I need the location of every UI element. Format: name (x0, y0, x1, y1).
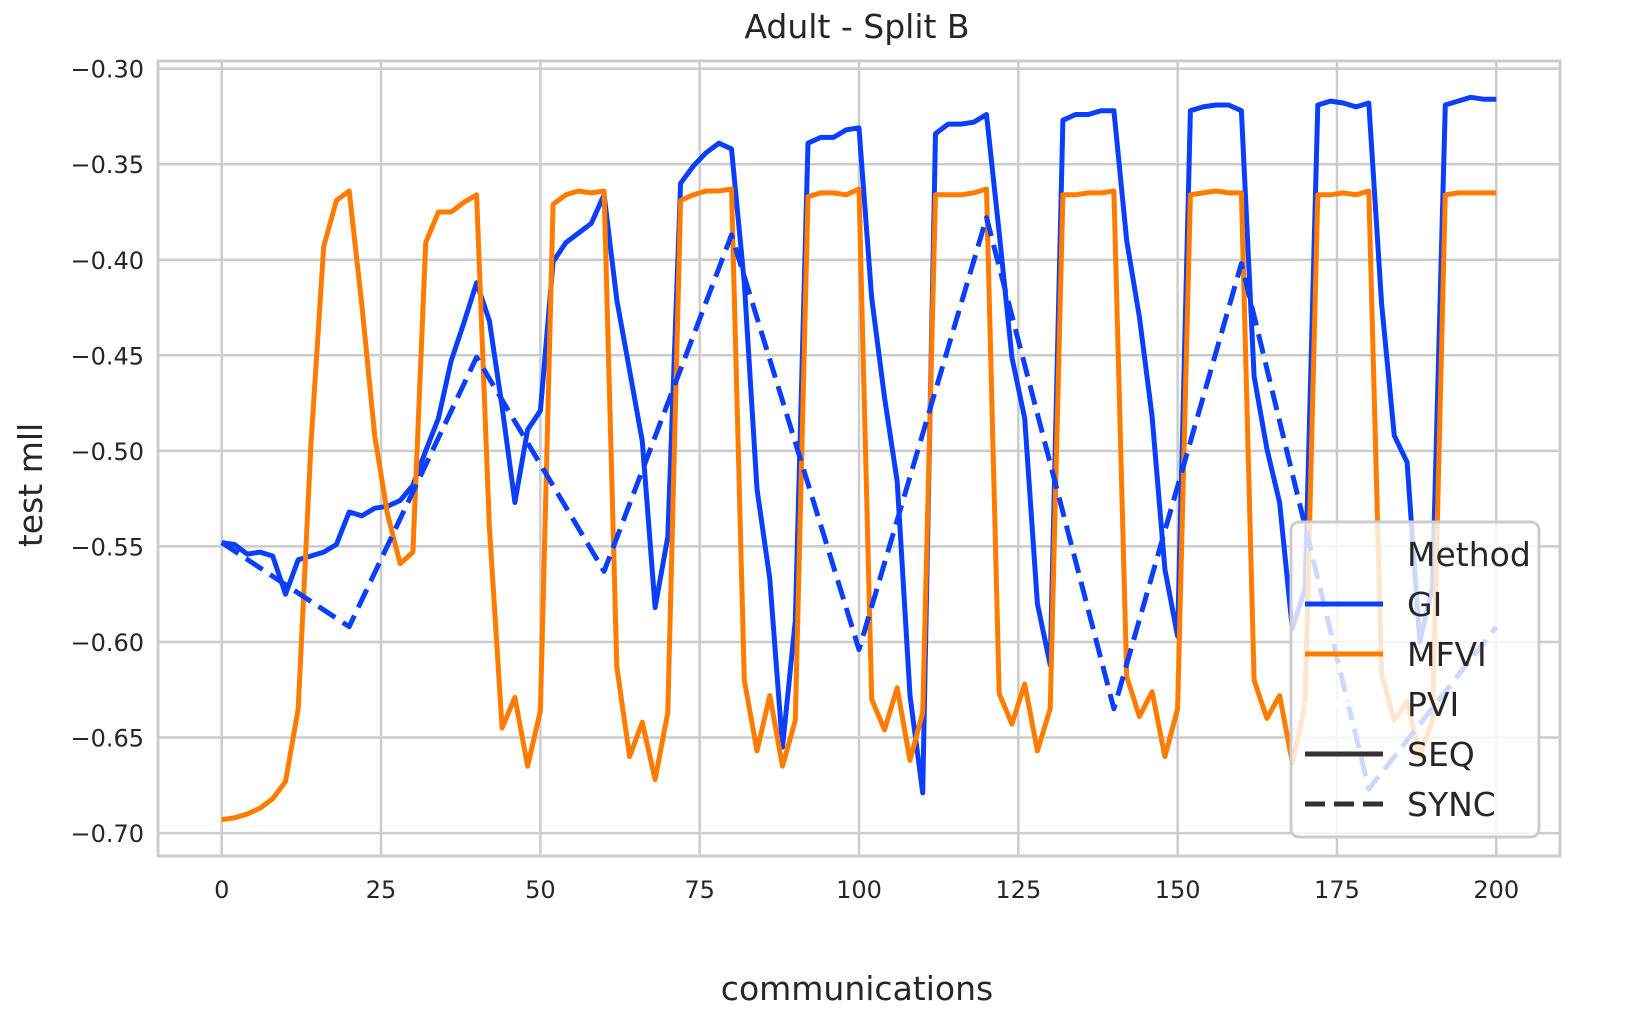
x-axis-label: communications (721, 969, 993, 1008)
y-tick-labels: −0.70 −0.65 −0.60 −0.55 −0.50 −0.45 −0.40 −0.35… (70, 56, 144, 848)
legend-label-sync: SYNC (1407, 785, 1496, 824)
y-tick-label: −0.50 (70, 438, 144, 466)
legend-label-mfvi: MFVI (1407, 635, 1487, 674)
y-tick-label: −0.70 (70, 820, 144, 848)
x-tick-label: 50 (525, 876, 556, 904)
plot-frame (156, 59, 1562, 858)
y-tick-label: −0.35 (70, 151, 144, 179)
legend-label-method: Method (1407, 535, 1531, 574)
y-tick-label: −0.30 (70, 56, 144, 84)
x-tick-label: 125 (995, 876, 1041, 904)
y-axis-label: test mll (11, 423, 50, 547)
x-tick-label: 100 (836, 876, 882, 904)
legend-label-pvi: PVI (1407, 685, 1459, 724)
legend: Method GI MFVI PVI SEQ SYNC (1289, 520, 1541, 839)
x-tick-label: 150 (1155, 876, 1201, 904)
y-tick-label: −0.40 (70, 247, 144, 275)
x-tick-label: 175 (1314, 876, 1360, 904)
series-layer (220, 94, 1499, 823)
legend-label-gi: GI (1407, 585, 1442, 624)
series-line-gi-seq (221, 94, 1497, 796)
y-tick-label: −0.55 (70, 533, 144, 561)
legend-box (1289, 520, 1541, 839)
series-line-mfvi-seq (221, 186, 1497, 823)
chart-title: Adult - Split B (744, 7, 969, 46)
series-line-gi-sync (220, 215, 1499, 792)
x-tick-labels: 0 25 50 75 100 125 150 175 200 (214, 876, 1519, 904)
y-tick-label: −0.60 (70, 629, 144, 657)
x-tick-label: 25 (366, 876, 397, 904)
x-tick-label: 200 (1473, 876, 1519, 904)
y-tick-label: −0.45 (70, 342, 144, 370)
legend-label-seq: SEQ (1407, 735, 1475, 774)
x-tick-label: 0 (214, 876, 229, 904)
plot-border (156, 59, 1562, 858)
x-tick-label: 75 (684, 876, 715, 904)
y-tick-label: −0.65 (70, 725, 144, 753)
